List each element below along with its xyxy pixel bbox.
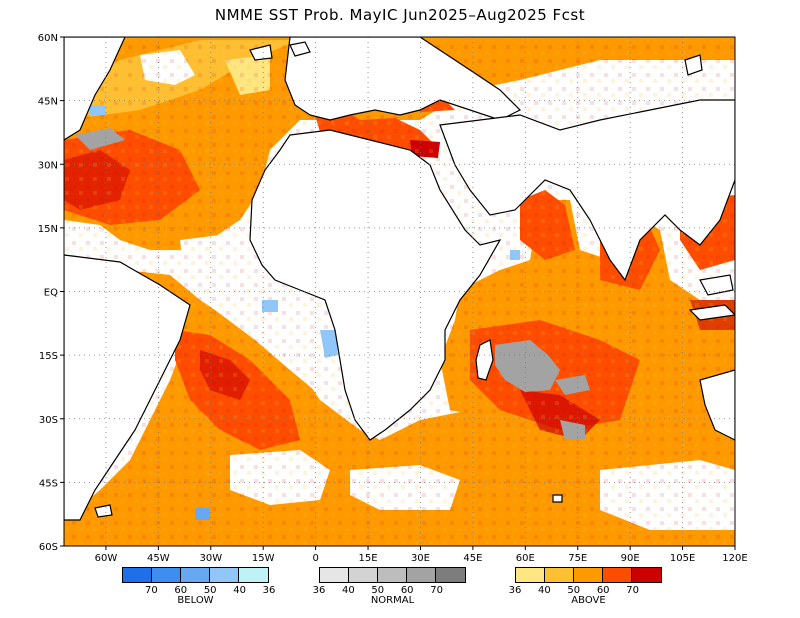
legend-normal-tick-label: 70 bbox=[430, 585, 443, 596]
lon-tick-label: 30E bbox=[411, 553, 430, 564]
legend-above-tick-label: 36 bbox=[508, 585, 522, 596]
legend-normal-swatch bbox=[436, 568, 465, 582]
legend-above-swatch bbox=[545, 568, 574, 582]
latitude-labels: 60N 45N 30N 15N EQ 15S 30S 45S 60S bbox=[38, 33, 64, 553]
lat-tick-label: 30N bbox=[38, 160, 58, 171]
lat-tick-label: 15N bbox=[38, 224, 58, 235]
legend-above-swatch bbox=[574, 568, 603, 582]
legend-above-swatch bbox=[603, 568, 632, 582]
lat-tick-label: 15S bbox=[39, 351, 58, 362]
grid-lines bbox=[64, 37, 735, 546]
lat-tick-label: 45N bbox=[38, 97, 58, 108]
asia-landmass bbox=[439, 99, 735, 282]
lat-tick-label: 45S bbox=[39, 478, 58, 489]
legend-normal-ticks: 36 40 50 60 70 bbox=[313, 583, 466, 596]
longitude-labels: 60W 45W 30W 15W 0 15E 30E 45E 60E 75E 90E 105E 120E bbox=[95, 546, 748, 564]
lon-tick-label: 60W bbox=[95, 553, 118, 564]
ocean-fill-layer bbox=[64, 37, 735, 546]
land-outlines bbox=[64, 37, 735, 521]
legend-below: 70 60 50 40 36 BELOW bbox=[122, 567, 275, 606]
legend-above-tick-label: 50 bbox=[567, 585, 581, 596]
south-america-landmass bbox=[64, 254, 191, 521]
legend-below-swatch bbox=[210, 568, 239, 582]
legend-normal-swatch bbox=[349, 568, 378, 582]
legend-above-tick-label: 70 bbox=[626, 585, 639, 596]
legend-above-swatch bbox=[516, 568, 545, 582]
lon-tick-label: 75E bbox=[568, 553, 587, 564]
lat-tick-label: EQ bbox=[44, 288, 58, 299]
legend-below-swatch bbox=[181, 568, 210, 582]
lon-tick-label: 15E bbox=[359, 553, 378, 564]
legend-below-tick-label: 70 bbox=[145, 585, 158, 596]
lat-tick-label: 60S bbox=[39, 542, 58, 553]
legend-above-tick-label: 60 bbox=[596, 585, 610, 596]
lon-tick-label: 60E bbox=[516, 553, 535, 564]
legend-below-tick-label: 60 bbox=[174, 585, 188, 596]
legend-normal-title: NORMAL bbox=[370, 595, 415, 606]
lat-tick-label: 60N bbox=[38, 33, 58, 44]
europe-landmass bbox=[284, 37, 522, 121]
legend-normal: 36 40 50 60 70 NORMAL bbox=[313, 567, 466, 606]
lon-tick-label: 0 bbox=[312, 553, 318, 564]
legend-normal-tick-label: 60 bbox=[400, 585, 414, 596]
lon-tick-label: 15W bbox=[252, 553, 275, 564]
lon-tick-label: 90E bbox=[621, 553, 640, 564]
legend-above: 36 40 50 60 70 ABOVE bbox=[509, 567, 662, 606]
legend-above-title: ABOVE bbox=[571, 595, 606, 606]
lon-tick-label: 30W bbox=[199, 553, 222, 564]
legend-normal-swatches bbox=[319, 567, 466, 583]
australia-landmass bbox=[699, 369, 735, 441]
lon-tick-label: 120E bbox=[722, 553, 747, 564]
legend-above-swatch bbox=[632, 568, 661, 582]
legend-normal-swatch bbox=[378, 568, 407, 582]
legend-normal-swatch bbox=[320, 568, 349, 582]
legend-above-swatches bbox=[515, 567, 662, 583]
africa-landmass bbox=[249, 129, 502, 441]
lat-tick-label: 30S bbox=[39, 415, 58, 426]
legend-below-swatch bbox=[239, 568, 268, 582]
lon-tick-label: 45W bbox=[147, 553, 170, 564]
madagascar-landmass bbox=[475, 339, 494, 381]
legend-above-tick-label: 40 bbox=[538, 585, 551, 596]
lon-tick-label: 105E bbox=[670, 553, 695, 564]
lon-tick-label: 45E bbox=[463, 553, 482, 564]
legend-normal-tick-label: 36 bbox=[312, 585, 326, 596]
legend-below-tick-label: 50 bbox=[203, 585, 217, 596]
legend-normal-swatch bbox=[407, 568, 436, 582]
legend-normal-tick-label: 40 bbox=[342, 585, 355, 596]
legend-below-swatch bbox=[123, 568, 152, 582]
chart-title: NMME SST Prob. MayIC Jun2025–Aug2025 Fcs… bbox=[214, 6, 586, 24]
legend-below-tick-label: 40 bbox=[233, 585, 246, 596]
legend-below-swatch bbox=[152, 568, 181, 582]
legend-below-ticks: 70 60 50 40 36 bbox=[122, 583, 275, 596]
north-america-landmass bbox=[64, 37, 126, 141]
normal-region-madagascar-sea bbox=[495, 340, 560, 392]
legend-below-swatches bbox=[122, 567, 269, 583]
legend-below-title: BELOW bbox=[177, 595, 214, 606]
legend-above-ticks: 36 40 50 60 70 bbox=[509, 583, 662, 596]
legend-normal-tick-label: 50 bbox=[371, 585, 385, 596]
legend-below-tick-label: 36 bbox=[262, 585, 276, 596]
below-region-gulf-of-guinea bbox=[262, 300, 278, 312]
